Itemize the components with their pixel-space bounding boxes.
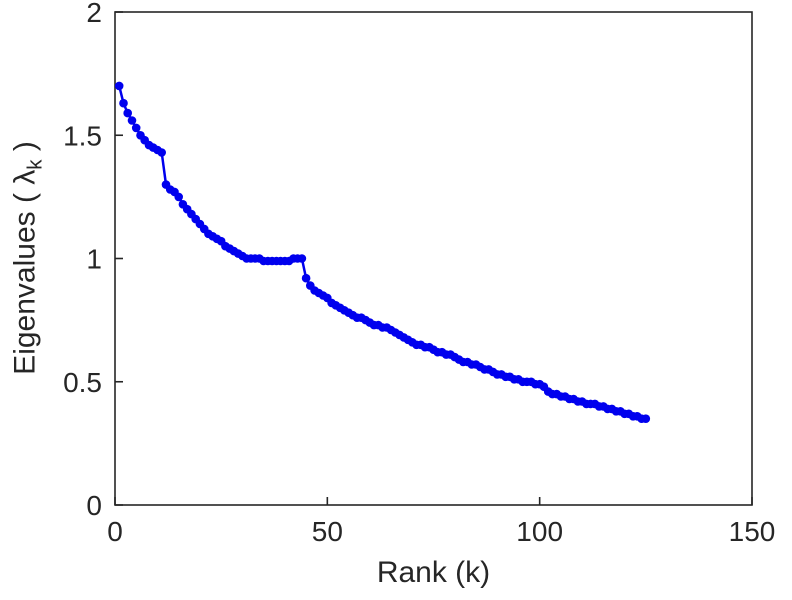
y-tick-label: 1 — [86, 244, 102, 275]
data-point — [157, 148, 166, 157]
y-tick-label: 1.5 — [63, 120, 102, 151]
y-axis-label-prefix: Eigenvalues ( λ — [8, 169, 42, 375]
y-tick-label: 0.5 — [63, 367, 102, 398]
data-point — [174, 192, 183, 202]
y-tick-label: 0 — [86, 490, 102, 521]
data-point — [127, 116, 137, 125]
y-tick-label: 2 — [86, 0, 102, 28]
x-tick-label: 150 — [729, 516, 776, 547]
data-point — [297, 254, 307, 263]
y-axis-label-subscript: k — [24, 159, 47, 170]
y-axis-label-suffix: ) — [8, 141, 42, 160]
y-axis-label: Eigenvalues ( λk ) — [8, 141, 47, 375]
x-tick-label: 50 — [312, 516, 343, 547]
data-point — [131, 123, 141, 133]
x-axis-label: Rank (k) — [115, 556, 752, 590]
data-point — [123, 108, 132, 118]
x-axis-label-text: Rank (k) — [376, 556, 491, 589]
series-line — [117, 84, 648, 420]
data-point — [641, 414, 651, 424]
data-point — [301, 273, 311, 283]
x-tick-label: 100 — [516, 516, 563, 547]
axes-box — [114, 11, 753, 506]
x-tick-label: 0 — [107, 516, 123, 547]
data-point — [119, 98, 128, 108]
data-point — [114, 81, 124, 91]
